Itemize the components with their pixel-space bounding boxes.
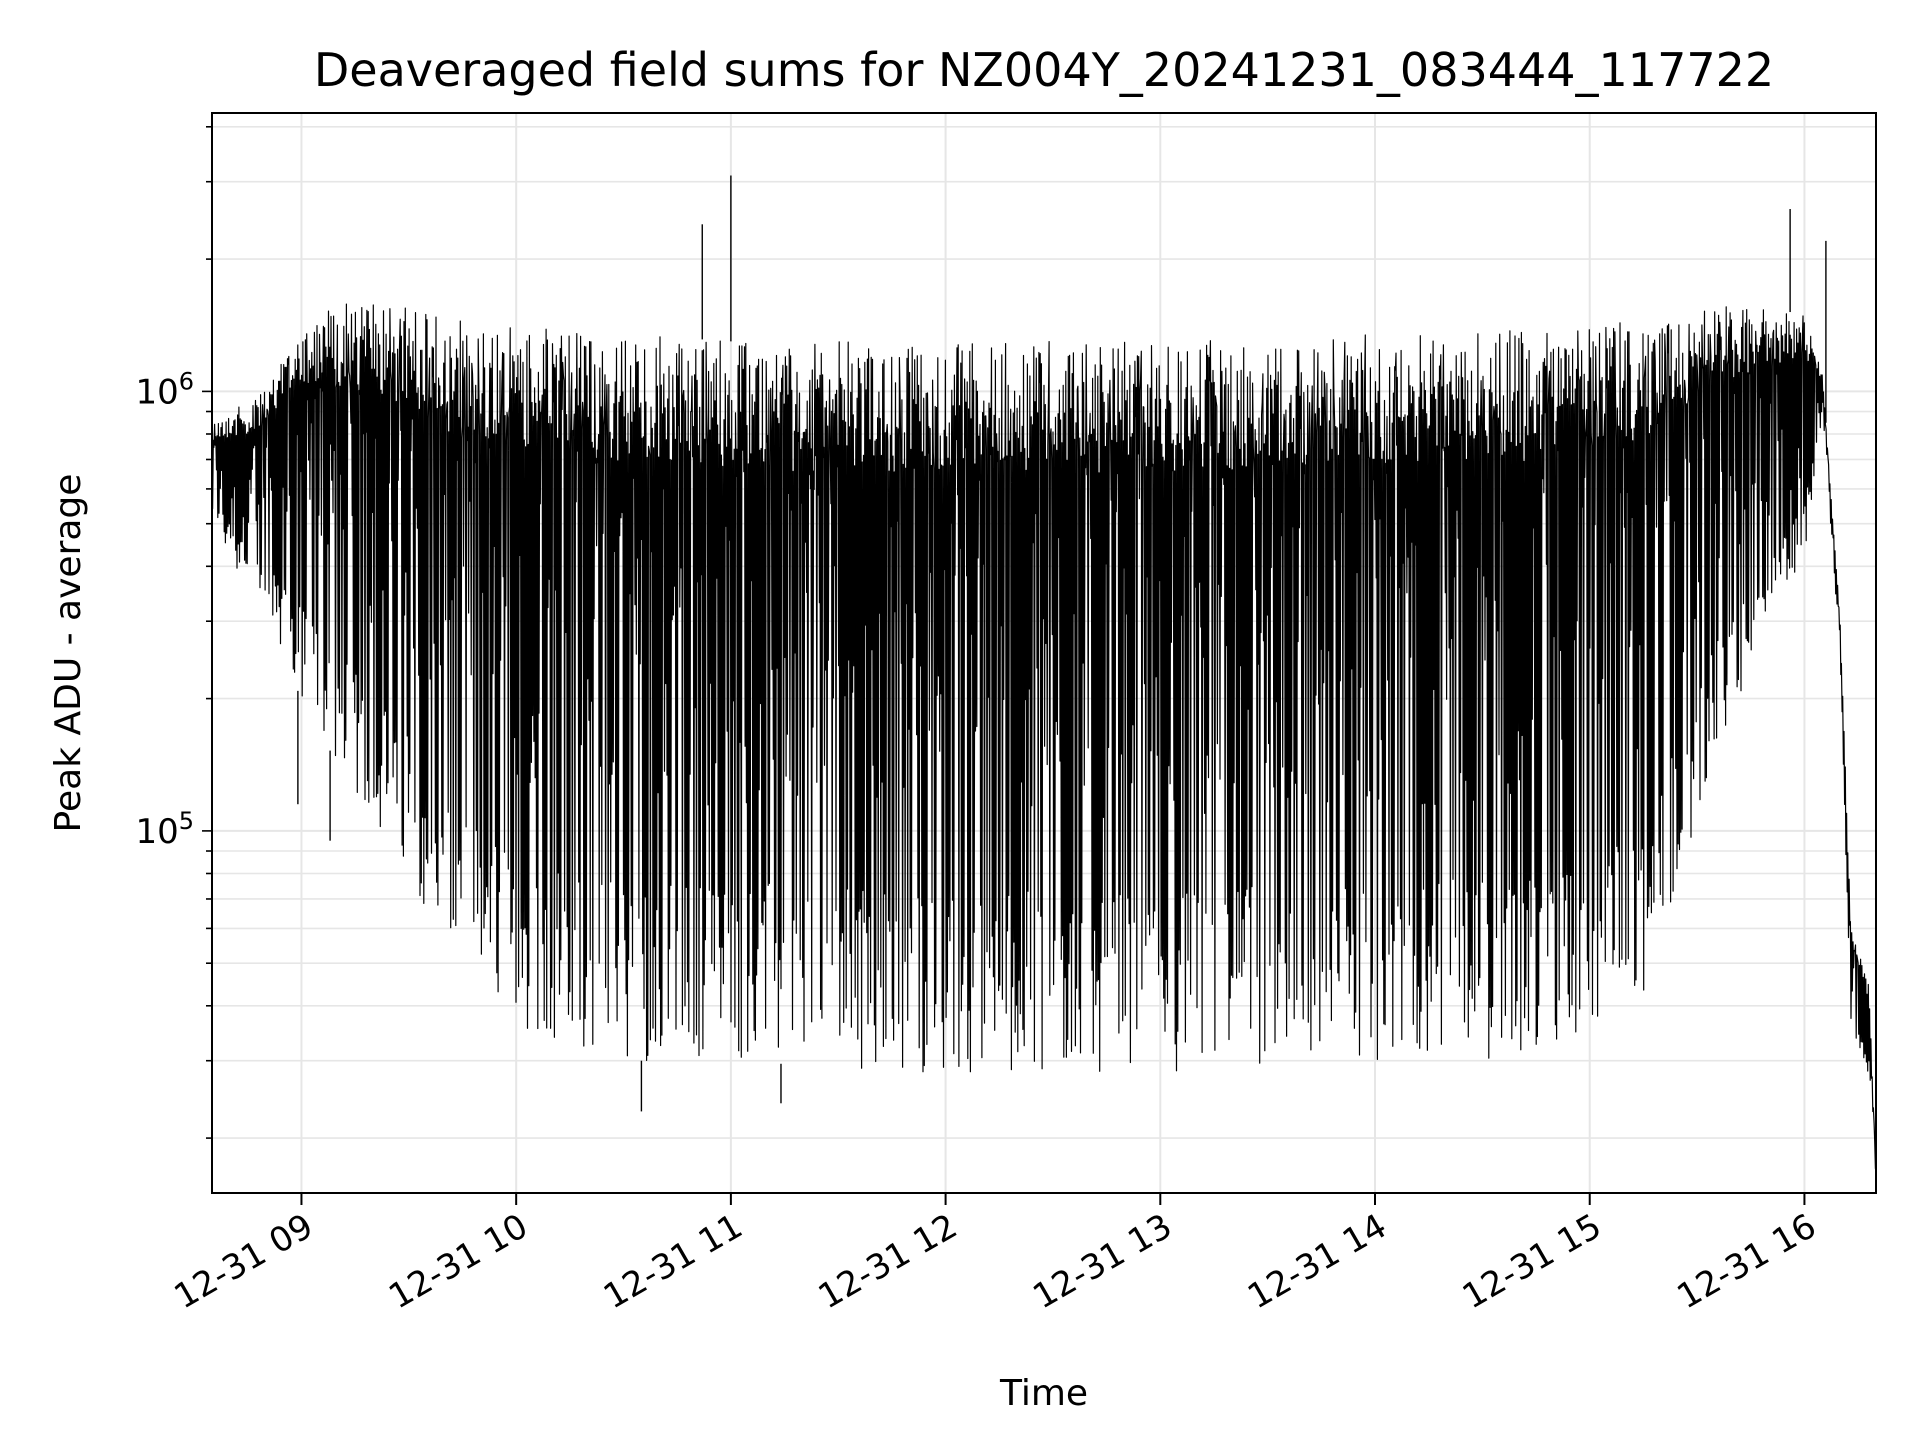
y-axis-label: Peak ADU - average [48,474,89,833]
y-tick-label: 105 [135,807,194,852]
plot-frame [211,112,1877,1194]
y-axis: 105 106 [135,126,212,1139]
series-layer [211,175,1877,1173]
chart-title: Deaveraged field sums for NZ004Y_2024123… [314,43,1774,97]
data-series-line [211,303,1877,1173]
y-tick-label: 106 [135,367,194,412]
x-axis-label: Time [999,1373,1088,1414]
